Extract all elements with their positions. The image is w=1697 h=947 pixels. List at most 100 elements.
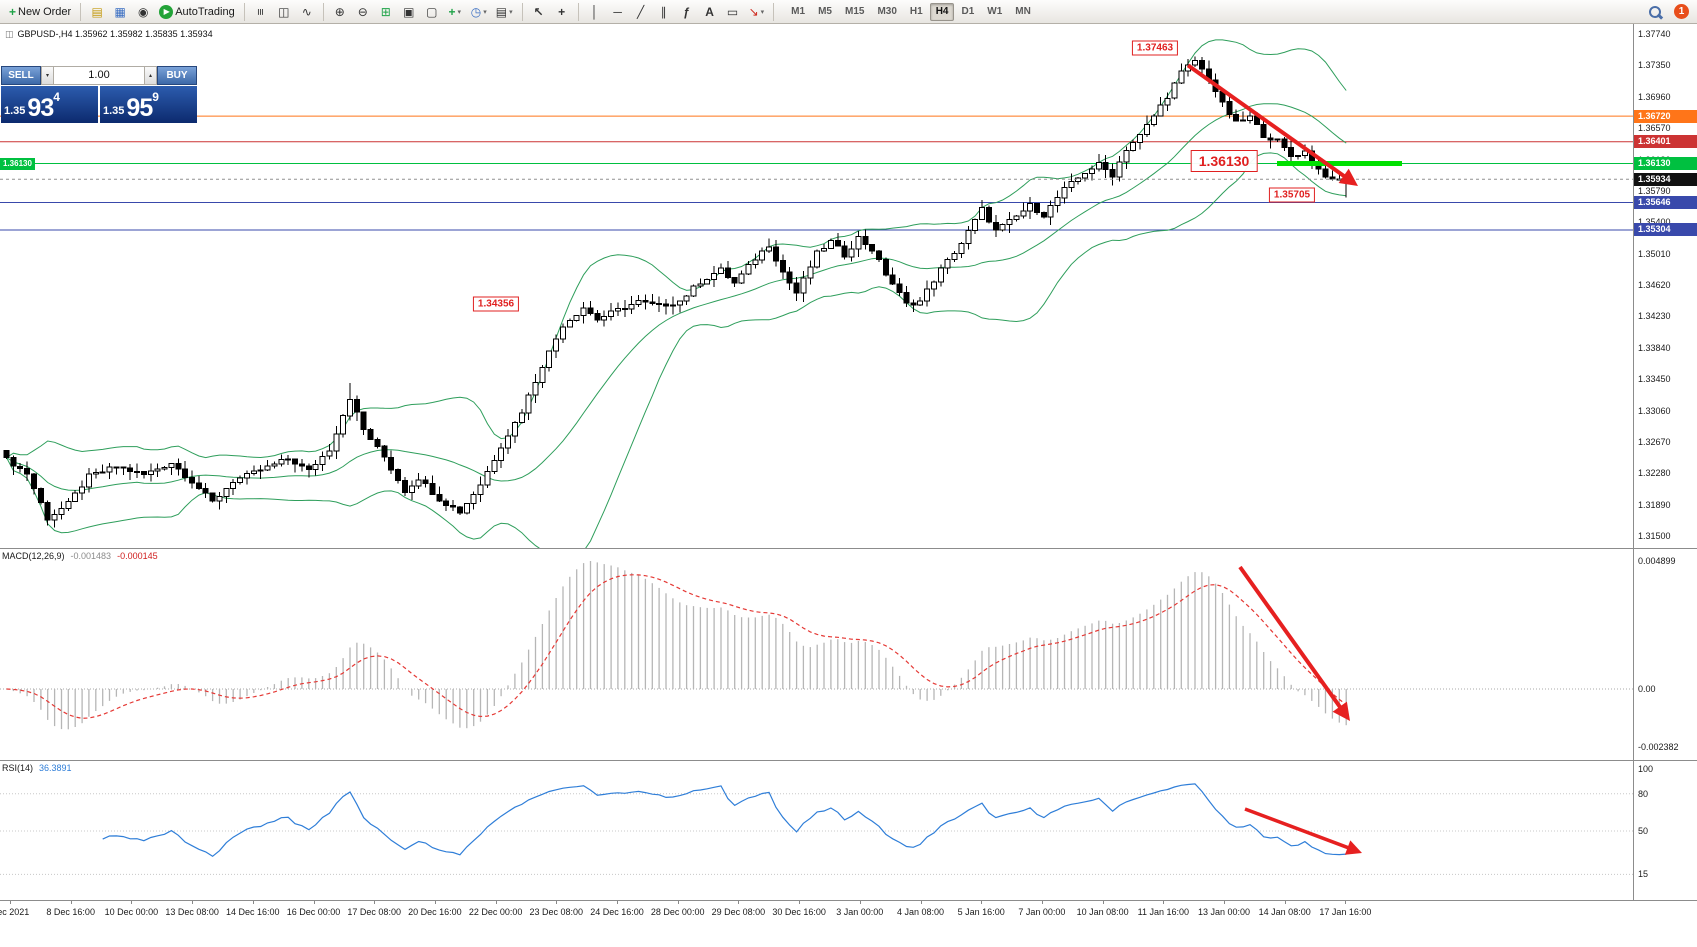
rsi-tick-label: 80 [1638,788,1649,799]
cascade-windows-button[interactable]: ▣ [398,2,420,22]
horizontal-lines[interactable] [0,115,1633,231]
price-annotation[interactable]: 1.34356 [472,296,520,311]
time-label: 4 Jan 08:00 [896,907,945,917]
price-axis[interactable]: 1.377401.373501.369601.365701.361801.357… [1633,24,1697,548]
dropdown-icon: ▾ [760,8,765,16]
rsi-axis[interactable]: 100 80 50 15 [1633,761,1697,900]
notification-badge[interactable]: 1 [1674,4,1689,19]
zoom-out-icon: ⊖ [357,4,368,19]
templates-icon: ▤ [495,4,508,19]
buy-button[interactable]: BUY [157,66,197,85]
market-watch-button[interactable]: ▦ [109,2,131,22]
toolbar: + New Order ▤ ▦ ◉ ▶ AutoTrading ≡ ◫ ∿ ⊕ … [0,0,1697,24]
zoom-out-button[interactable]: ⊖ [352,2,374,22]
trendline-button[interactable]: ╱ [630,2,652,22]
autotrading-button[interactable]: ▶ AutoTrading [155,2,239,22]
market-watch-icon: ▦ [114,4,126,19]
price-annotation[interactable]: 1.36130 [1190,150,1258,173]
navigator-icon: ◉ [137,4,149,19]
price-tick-label: 1.34230 [1638,311,1671,322]
buy-price-button[interactable]: 1.35 95 9 [100,86,197,123]
macd-axis[interactable]: 0.004899 0.00 -0.002382 [1633,549,1697,760]
timeframe-button-d1[interactable]: D1 [955,3,980,21]
candlestick-chart-button[interactable]: ◫ [273,2,295,22]
price-tick-label: 1.36570 [1638,123,1671,134]
volume-input[interactable]: 1.00 [54,66,144,85]
text-tool-button[interactable]: A [699,2,721,22]
rsi-name-text: RSI(14) [2,763,34,773]
time-label: 13 Jan 00:00 [1197,907,1251,917]
line-chart-icon: ∿ [301,4,312,19]
timeframe-button-h1[interactable]: H1 [904,3,929,21]
vertical-line-button[interactable]: │ [584,2,606,22]
buy-price-big: 1.35 [103,105,125,117]
price-annotation[interactable]: 1.37463 [1131,40,1179,56]
channel-button[interactable]: ∥ [653,2,675,22]
new-order-button[interactable]: + New Order [5,2,75,22]
timeframe-button-m5[interactable]: M5 [812,3,838,21]
line-chart-button[interactable]: ∿ [296,2,318,22]
trend-arrow[interactable] [1186,63,1358,186]
bar-chart-button[interactable]: ≡ [250,2,272,22]
time-axis[interactable]: Dec 2021 8 Dec 16:00 10 Dec 00:00 13 Dec 08… [0,900,1697,922]
time-label: 23 Dec 08:00 [529,907,584,917]
macd-signal-value: -0.000145 [117,551,158,561]
macd-tick-label: 0.004899 [1638,556,1676,566]
time-label: 14 Dec 16:00 [226,907,280,917]
price-annotation[interactable]: 1.35705 [1268,187,1316,203]
time-label: Dec 2021 [0,907,30,917]
time-tick [677,901,679,904]
timeframe-button-m15[interactable]: M15 [839,3,870,21]
rsi-chart[interactable] [0,761,1633,901]
time-tick [556,901,558,904]
periods-icon: ◷ [470,4,482,19]
search-button[interactable] [1644,2,1666,22]
price-badge: 1.36130 [1634,157,1697,171]
price-badge: 1.36720 [1634,109,1697,123]
price-tick-label: 1.35010 [1638,248,1671,259]
timeframe-button-w1[interactable]: W1 [981,3,1008,21]
navigator-button[interactable]: ◉ [132,2,154,22]
time-label: 11 Jan 16:00 [1137,907,1189,917]
one-click-trading-widget: SELL ▾ 1.00 ▴ BUY 1.35 93 4 1.35 95 9 [1,66,197,123]
cursor-button[interactable]: ↖ [528,2,550,22]
arrange-windows-button[interactable]: ▢ [421,2,443,22]
time-tick [70,901,72,904]
price-tick-label: 1.32280 [1638,468,1671,479]
main-chart-panel[interactable]: 1.377401.373501.369601.365701.361801.357… [0,24,1697,548]
volume-down-button[interactable]: ▾ [41,66,54,85]
horizontal-line-button[interactable]: ─ [607,2,629,22]
time-label: 13 Dec 08:00 [165,907,219,917]
profiles-button[interactable]: ▤ [86,2,108,22]
macd-trend-arrow[interactable] [1238,565,1350,721]
macd-panel[interactable]: 0.004899 0.00 -0.002382 MACD(12,26,9) -0.0… [0,548,1697,760]
tile-windows-button[interactable]: ⊞ [375,2,397,22]
macd-chart[interactable] [0,549,1633,761]
sell-price-button[interactable]: 1.35 93 4 [1,86,98,123]
label-tool-icon: ▭ [726,4,739,19]
timeframe-button-m30[interactable]: M30 [871,3,902,21]
toolbar-separator [577,2,579,21]
sell-button[interactable]: SELL [1,66,41,85]
timeframe-button-h4[interactable]: H4 [929,2,955,21]
periods-button[interactable]: ◷ ▾ [467,2,491,22]
zoom-in-button[interactable]: ⊕ [329,2,351,22]
rsi-label: RSI(14) 36.3891 [2,763,72,773]
tile-windows-icon: ⊞ [380,4,391,19]
rsi-trend-arrow[interactable] [1244,807,1362,855]
dropdown-icon: ▾ [509,8,513,16]
candlestick-chart[interactable] [0,24,1633,548]
shapes-button[interactable]: ↘ ▾ [745,2,769,22]
rsi-panel[interactable]: 100 80 50 15 RSI(14) 36.3891 [0,760,1697,900]
timeframe-button-mn[interactable]: MN [1009,3,1037,21]
crosshair-button[interactable]: + [551,2,573,22]
volume-up-button[interactable]: ▴ [144,66,157,85]
time-label: 10 Dec 00:00 [104,907,159,917]
time-tick [799,901,801,904]
timeframe-button-m1[interactable]: M1 [785,3,811,21]
label-tool-button[interactable]: ▭ [722,2,744,22]
price-tick-label: 1.33840 [1638,342,1671,353]
templates-button[interactable]: ▤ ▾ [492,2,517,22]
fibonacci-button[interactable]: ƒ [676,2,698,22]
indicators-button[interactable]: + ▾ [444,2,466,22]
